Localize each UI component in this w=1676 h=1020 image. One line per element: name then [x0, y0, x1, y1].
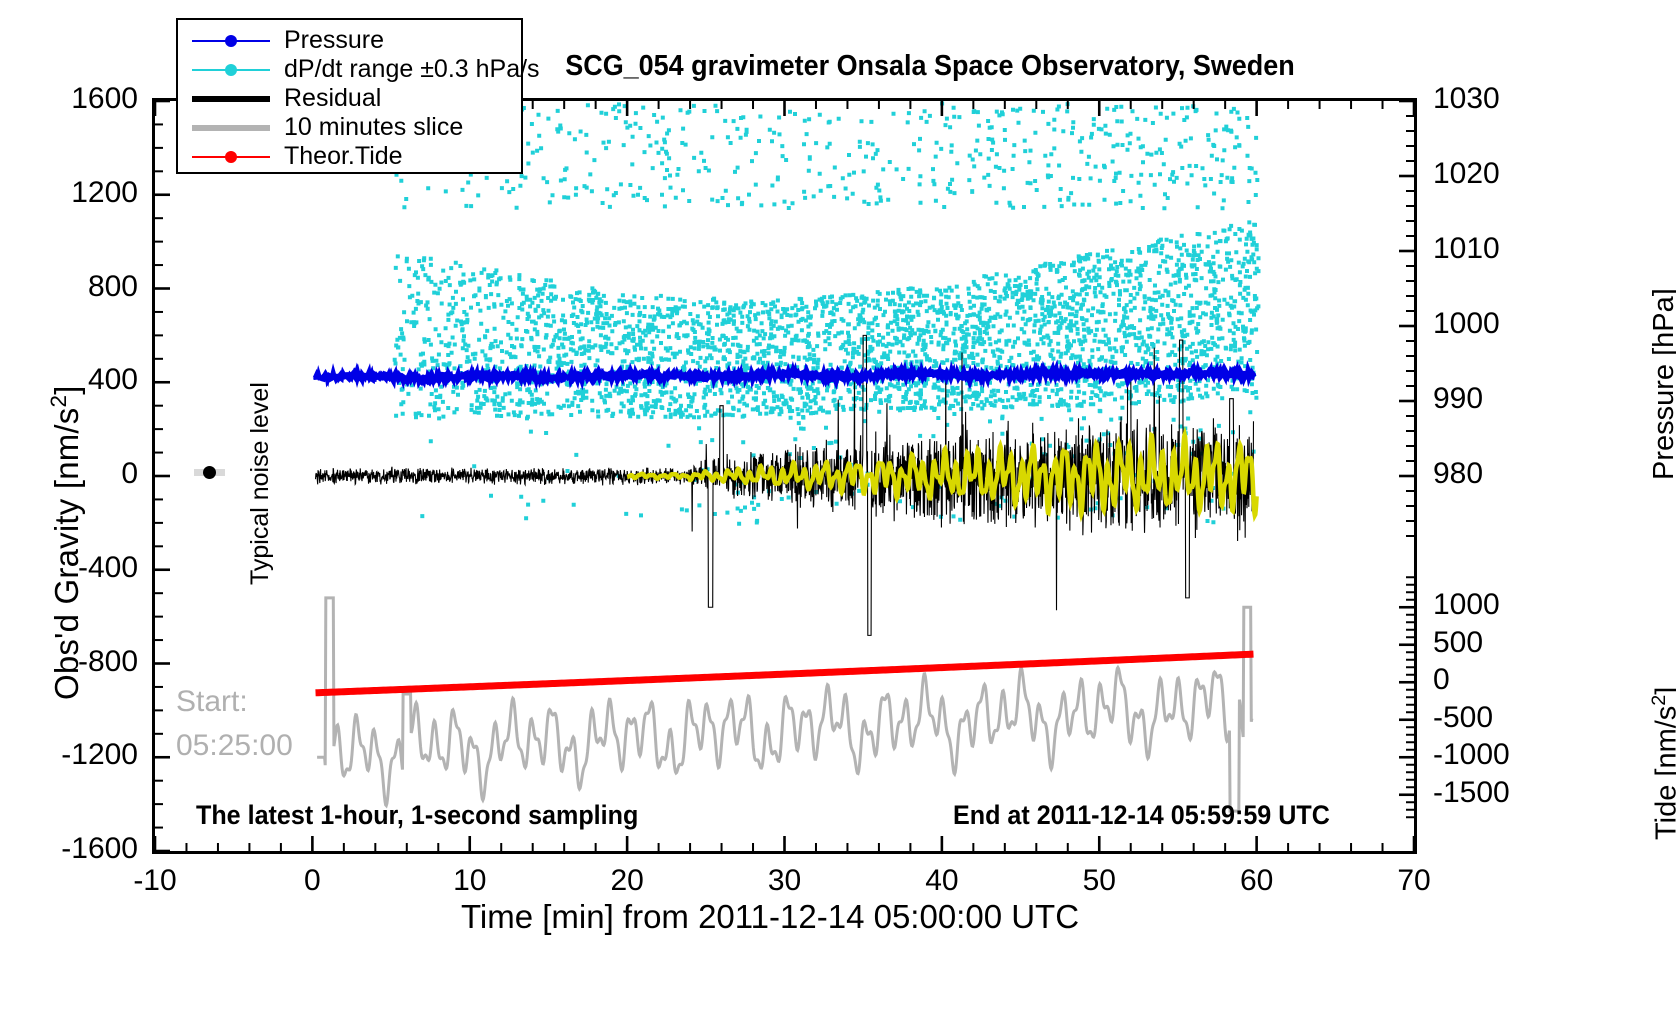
dpdt-scatter-series — [392, 101, 1261, 526]
legend-label: Theor.Tide — [284, 142, 403, 170]
y-tick-label: -1200 — [61, 738, 138, 772]
x-tick-label: 50 — [1082, 864, 1116, 897]
start-time-line2: 05:25:00 — [176, 728, 293, 762]
y-axis-left-title-bracket: ] — [48, 385, 85, 395]
legend-label: 10 minutes slice — [284, 113, 464, 141]
chart-title: SCG_054 gravimeter Onsala Space Observat… — [565, 50, 1295, 82]
x-tick-label: 70 — [1397, 864, 1431, 897]
noise-level-dot — [203, 466, 216, 479]
theoretical-tide-series — [315, 650, 1254, 697]
legend-swatch — [192, 118, 270, 138]
x-tick-label: 30 — [767, 864, 802, 897]
ten-minute-slice-series — [317, 596, 1254, 813]
legend-swatch — [192, 31, 270, 51]
tide-tick-label: -1000 — [1433, 738, 1510, 772]
pressure-tick-label: 990 — [1433, 382, 1484, 415]
y-tick-label: 1600 — [71, 82, 138, 115]
y-tick-label: 400 — [87, 363, 138, 397]
legend-label: dP/dt range ±0.3 hPa/s — [284, 55, 540, 83]
x-tick-label: 0 — [304, 864, 321, 897]
y-axis-pressure-title: Pressure [hPa] — [1648, 288, 1676, 480]
legend: Pressure dP/dt range ±0.3 hPa/s Residual 10… — [176, 18, 540, 174]
x-axis-title: Time [min] from 2011-12-14 05:00:00 UTC — [460, 898, 1080, 935]
x-tick-label: 10 — [453, 864, 487, 897]
plot-canvas — [312, 101, 1261, 813]
legend-item[interactable]: Theor.Tide — [178, 142, 521, 171]
pressure-tick-label: 1030 — [1433, 82, 1500, 115]
pressure-tick-label: 1000 — [1433, 307, 1500, 340]
y-axis-tide-title: Tide [nm/s2] — [1648, 687, 1676, 840]
tide-tick-label: 1000 — [1433, 588, 1500, 622]
start-time-annotation: Start: 05:25:00 — [176, 680, 293, 767]
y-axis-tide-title-text: Tide [nm/s — [1650, 705, 1676, 840]
y-tick-label: 800 — [87, 269, 138, 303]
y-tick-label: 1200 — [71, 175, 138, 209]
pressure-line-series — [312, 359, 1257, 391]
y-axis-tide-title-bracket: ] — [1651, 687, 1676, 695]
tide-tick-label: -500 — [1433, 700, 1494, 734]
legend-label: Residual — [284, 84, 382, 112]
legend-label: Pressure — [284, 26, 385, 54]
start-time-line1: Start: — [176, 685, 248, 718]
x-tick-label: 20 — [610, 864, 644, 897]
smoothed-residual-series — [626, 426, 1259, 523]
x-tick-label: -10 — [133, 864, 177, 897]
legend-item[interactable]: dP/dt range ±0.3 hPa/s — [178, 55, 540, 84]
y-tick-label: -1600 — [61, 832, 138, 865]
legend-item[interactable]: Pressure — [178, 26, 521, 55]
y-axis-left-title: Obs'd Gravity [nm/s2] — [46, 385, 86, 700]
pressure-tick-label: 1010 — [1433, 232, 1500, 265]
plot-area — [152, 98, 1417, 854]
y-tick-label: -400 — [77, 550, 138, 584]
residual-line-series — [314, 334, 1255, 636]
y-tick-label: 0 — [121, 457, 138, 490]
x-tick-label: 60 — [1239, 864, 1274, 897]
sampling-note: The latest 1-hour, 1-second sampling — [196, 800, 639, 830]
tide-tick-label: 500 — [1433, 625, 1484, 659]
y-axis-tide-title-exponent: 2 — [1648, 694, 1670, 706]
y-axis-left-title-exponent: 2 — [46, 394, 71, 408]
legend-item[interactable]: Residual — [178, 84, 521, 113]
pressure-tick-label: 1020 — [1433, 157, 1500, 190]
x-tick-label: 40 — [925, 864, 959, 897]
legend-swatch — [192, 89, 270, 109]
legend-swatch — [192, 147, 270, 167]
pressure-tick-label: 980 — [1433, 457, 1484, 490]
typical-noise-level-label: Typical noise level — [246, 382, 274, 585]
legend-item[interactable]: 10 minutes slice — [178, 113, 521, 142]
y-axis-left-title-text: Obs'd Gravity [nm/s — [48, 407, 85, 700]
tide-tick-label: 0 — [1433, 663, 1450, 697]
legend-swatch — [192, 60, 270, 80]
end-time-note: End at 2011-12-14 05:59:59 UTC — [953, 800, 1330, 830]
tide-tick-label: -1500 — [1433, 775, 1510, 809]
y-tick-label: -800 — [77, 644, 138, 678]
